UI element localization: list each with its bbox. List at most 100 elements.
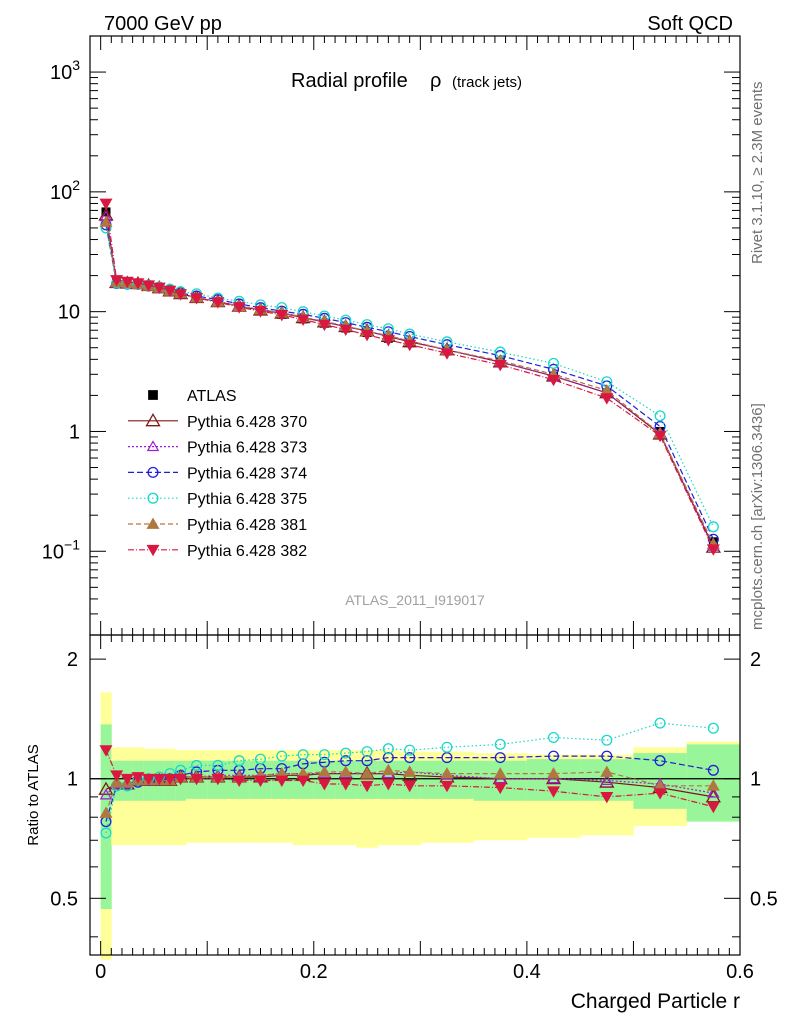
ratio-point [653,779,667,791]
main-plot-title: Radial profile ρ (track jets) [291,70,522,92]
legend-marker [147,466,159,478]
ratio-point [494,738,506,750]
data-point [440,348,454,360]
ratio-point [232,775,246,787]
data-point [653,430,667,443]
ratio-point [174,773,188,786]
ratio-series-line [105,755,714,822]
x-tick-label: 0.4 [513,961,541,983]
data-point [253,306,267,318]
legend-entry-4: Pythia 6.428 375 [128,491,307,508]
ratio-point [211,773,225,786]
ratio-point [706,801,720,814]
data-point [317,319,331,332]
ratio-point [142,773,156,786]
ratio-point [254,753,267,765]
legend-marker [146,440,160,452]
ratio-y-tick-label: 0.5 [50,888,78,910]
ratio-point [403,765,417,777]
data-point [99,198,113,210]
ratio-point [707,786,720,798]
ratio-point [404,744,416,756]
x-tick-label: 0.2 [300,961,328,983]
data-point [275,310,289,322]
y-tick-label: 10 [58,302,80,324]
y-tick-label: 102 [50,177,80,204]
ratio-point [706,779,720,791]
ratio-point [296,775,310,787]
ratio-point [654,755,666,767]
ratio-point [441,741,453,753]
legend-label: Pythia 6.428 375 [187,491,307,508]
data-point [381,335,395,347]
ratio-series-line [105,722,714,834]
legend-marker [148,390,158,400]
x-axis-label: Charged Particle r [571,990,740,1013]
data-point [142,280,156,292]
plot-title: Radial profile [291,70,408,92]
data-point [706,544,720,556]
x-tick-label: 0 [95,961,106,983]
y-tick-label: 103 [50,57,80,84]
data-point [163,285,177,298]
ratio-y-tick-label: 2 [67,649,78,671]
data-point [339,324,353,336]
data-point [211,297,225,309]
ratio-point [361,746,373,758]
ratio-point [601,734,613,746]
ratio-point [601,750,613,762]
ratio-y-axis-ticks: 2 2 1 1 0.5 0.5 [50,649,778,938]
data-point [403,339,417,352]
legend-entry-6: Pythia 6.428 382 [128,543,307,560]
analysis-label: ATLAS_2011_I919017 [345,592,485,608]
ratio-point [100,827,112,839]
ratio-point [707,722,719,734]
data-point [296,314,310,327]
legend-label: ATLAS [187,388,237,405]
ratio-point [381,763,395,776]
ratio-point [110,770,124,782]
ratio-point [361,755,373,767]
ratio-y-tick-label-right: 0.5 [750,888,778,910]
ratio-point [382,752,394,764]
ratio-point [339,765,353,777]
legend-marker [145,412,161,427]
data-point [120,276,134,289]
ratio-point [403,780,417,793]
ratio-point [547,731,560,743]
ratio-point [131,772,145,784]
ratio-point [360,780,374,793]
ratio-point [190,773,204,786]
ratio-point [600,774,614,785]
ratio-point [99,806,113,818]
plot-title-symbol: ρ [430,70,441,92]
series-6 [99,198,720,556]
data-point [152,282,166,295]
ratio-point [600,792,614,804]
ratio-point [297,749,309,761]
ratio-point [547,750,560,762]
legend: ATLAS Pythia 6.428 370 Pythia 6.428 373 Pyt… [128,388,307,560]
ratio-point [340,747,352,759]
ratio-y-tick-label-right: 2 [750,649,761,671]
data-point [110,275,124,287]
series-4 [100,222,719,533]
main-series-layer [98,198,721,556]
mcplots-source-label: mcplots.cern.ch [arXiv:1306.3436] [749,403,766,630]
ratio-point [600,765,614,777]
x-tick-label: 0.6 [726,961,754,983]
ratio-plot-panel: 2 2 1 1 0.5 0.5 0 0.2 0.4 0.6 Ratio to ATLAS Cha… [25,634,778,1013]
data-point [99,215,113,227]
data-point [707,521,719,533]
ratio-point [318,749,330,761]
data-point [600,383,614,396]
ratio-point [494,752,506,764]
ratio-point [382,743,394,755]
rivet-version-label: Rivet 3.1.10, ≥ 2.3M events [749,82,766,265]
legend-label: Pythia 6.428 373 [187,440,307,457]
ratio-y-axis-label: Ratio to ATLAS [25,744,42,845]
legend-entry-5: Pythia 6.428 381 [128,517,307,534]
ratio-point [493,782,507,795]
